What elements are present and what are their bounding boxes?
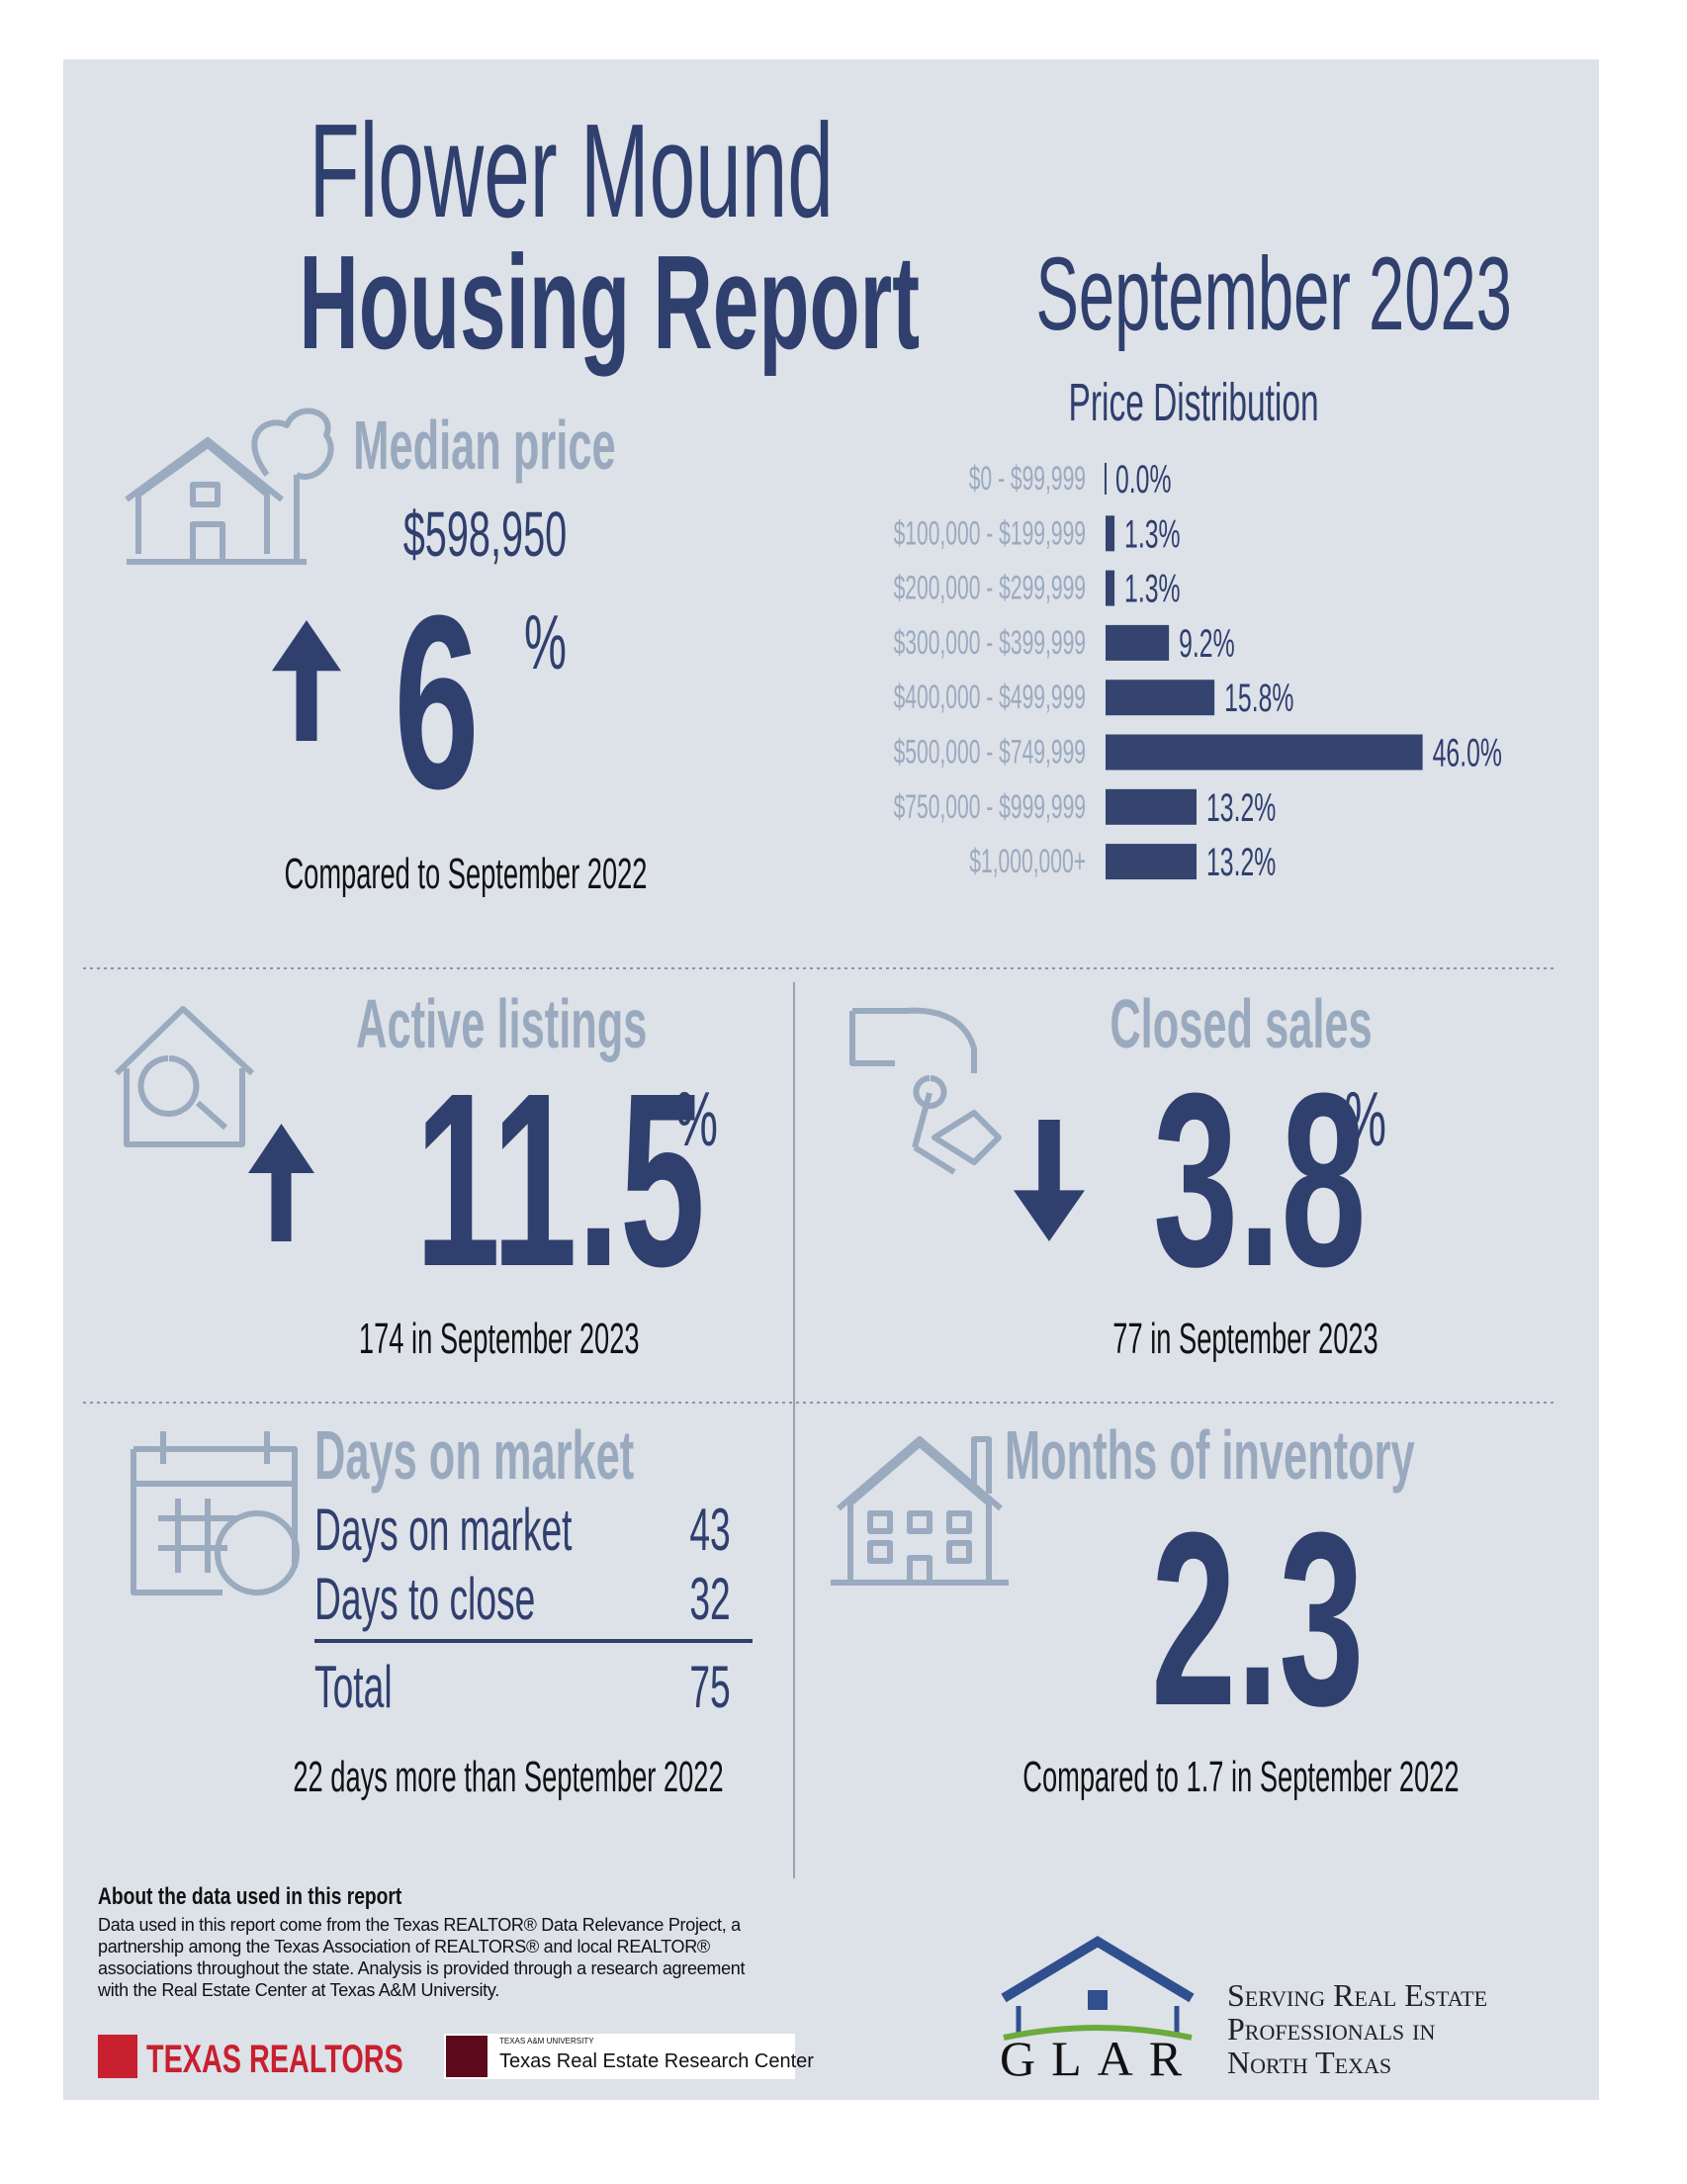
- bar: [1106, 734, 1423, 771]
- row-label: Days to close: [314, 1566, 536, 1632]
- category-label: $750,000 - $999,999: [894, 787, 1086, 825]
- value-label: 13.2%: [1206, 841, 1276, 884]
- value-label: 9.2%: [1179, 622, 1235, 666]
- logo-text: GLAR: [1000, 2031, 1199, 2086]
- change-unit: %: [524, 598, 568, 685]
- building-icon: [831, 1436, 1009, 1586]
- bar: [1106, 788, 1198, 825]
- about-title: About the data used in this report: [98, 1883, 402, 1910]
- section-title: Months of inventory: [1005, 1416, 1415, 1494]
- detail: 77 in September 2023: [1111, 1315, 1378, 1363]
- value-label: 1.3%: [1124, 568, 1181, 611]
- bar: [1106, 624, 1170, 661]
- realtors-mark: [98, 2035, 137, 2078]
- bar: [1106, 844, 1198, 880]
- inventory-value: 2.3: [1151, 1481, 1365, 1757]
- panel: [63, 59, 1599, 2100]
- row-value: 43: [689, 1497, 731, 1563]
- chart-title: Price Distribution: [1068, 373, 1319, 432]
- logo-text: TEXAS REALTORS: [146, 2038, 403, 2081]
- search-house-icon: [114, 1006, 255, 1147]
- tamu-mark: [446, 2036, 488, 2077]
- change-unit: %: [1344, 1075, 1387, 1162]
- section-title: Median price: [353, 407, 616, 484]
- tree-icon: [251, 408, 334, 559]
- change-value: 11.5: [414, 1042, 705, 1318]
- section-title: Days on market: [314, 1416, 635, 1494]
- detail: 174 in September 2023: [359, 1315, 640, 1363]
- tamu-box: [444, 2034, 795, 2079]
- logo-text: Texas Real Estate Research Center: [499, 2050, 814, 2072]
- comparison: Compared to 1.7 in September 2022: [1022, 1753, 1460, 1801]
- house-icon: [125, 437, 307, 565]
- median-value: $598,950: [402, 499, 567, 570]
- row-value: 32: [689, 1566, 731, 1632]
- tagline: Serving Real Estate Professionals in North…: [1227, 1978, 1487, 2079]
- coin-icon: [215, 1510, 300, 1595]
- calendar-icon: [131, 1431, 298, 1595]
- row-label: Days on market: [314, 1497, 573, 1563]
- about-text: Data used in this report come from the T…: [98, 1915, 746, 2000]
- change-value: 6: [394, 564, 481, 840]
- period: September 2023: [1035, 236, 1512, 352]
- tagline-line: Serving Real Estate: [1227, 1977, 1488, 2013]
- title: Housing Report: [299, 228, 921, 377]
- bar: [1106, 570, 1115, 606]
- glar-swoosh: [1003, 2025, 1193, 2041]
- glar-window: [1088, 1990, 1108, 2010]
- value-label: 0.0%: [1115, 458, 1172, 501]
- category-label: $400,000 - $499,999: [894, 678, 1086, 715]
- tagline-line: Professionals in: [1227, 2011, 1436, 2047]
- key-icon: [849, 1007, 1002, 1175]
- value-label: 46.0%: [1433, 732, 1502, 775]
- bar: [1106, 680, 1215, 716]
- direction-arrow: [1014, 1120, 1085, 1241]
- change-unit: %: [675, 1075, 719, 1162]
- section-title: Closed sales: [1110, 985, 1373, 1062]
- category-label: $1,000,000+: [969, 842, 1086, 879]
- category-label: $0 - $99,999: [969, 459, 1086, 497]
- direction-arrow: [272, 620, 341, 741]
- value-label: 15.8%: [1224, 677, 1293, 720]
- logo-text: TEXAS A&M UNIVERSITY: [499, 2037, 594, 2046]
- tagline-line: North Texas: [1227, 2045, 1392, 2080]
- section-title: Active listings: [355, 985, 648, 1062]
- category-label: $300,000 - $399,999: [894, 623, 1086, 661]
- category-label: $100,000 - $199,999: [894, 513, 1086, 551]
- value-label: 1.3%: [1124, 512, 1181, 556]
- title: Flower Mound: [309, 96, 834, 245]
- comparison: Compared to September 2022: [284, 850, 648, 898]
- change-value: 3.8: [1153, 1042, 1367, 1318]
- glar-walls: [1016, 2006, 1180, 2036]
- category-label: $200,000 - $299,999: [894, 568, 1086, 605]
- bar: [1106, 515, 1115, 552]
- value-label: 13.2%: [1206, 786, 1276, 830]
- row-label: Total: [314, 1654, 393, 1720]
- direction-arrow: [248, 1124, 314, 1241]
- category-label: $500,000 - $749,999: [894, 732, 1086, 770]
- row-value: 75: [689, 1654, 731, 1720]
- comparison: 22 days more than September 2022: [293, 1753, 724, 1801]
- glar-roof: [1001, 1936, 1195, 2003]
